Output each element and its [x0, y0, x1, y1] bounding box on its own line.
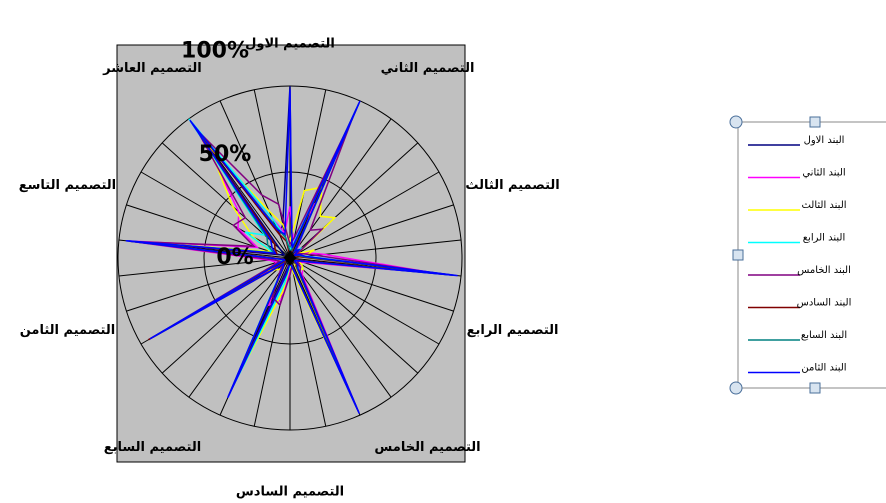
legend-label: البند الثامن — [801, 363, 846, 374]
legend-label: البند الاول — [804, 135, 845, 146]
category-label: التصميم الثامن — [20, 323, 115, 338]
spoke — [118, 257, 291, 277]
selection-handle[interactable] — [729, 381, 743, 395]
category-label: التصميم الرابع — [467, 323, 559, 338]
spoke — [161, 257, 291, 374]
category-label: التصميم الثاني — [381, 61, 475, 76]
spoke — [126, 257, 291, 312]
legend-label: البند الرابع — [803, 233, 846, 244]
spoke — [289, 257, 327, 427]
spoke — [289, 89, 327, 259]
legend-label: البند السابع — [801, 330, 847, 341]
spoke — [289, 257, 419, 374]
category-label: التصميم الاول — [245, 37, 335, 52]
legend-label: البند الثالث — [801, 200, 846, 211]
category-label: التصميم الخامس — [374, 440, 480, 455]
selection-handle[interactable] — [729, 115, 743, 129]
spoke — [289, 257, 440, 345]
center-marker — [284, 250, 296, 266]
category-label: التصميم السادس — [236, 485, 344, 500]
spoke — [126, 204, 291, 259]
y-tick-label: 50% — [199, 142, 252, 167]
selection-handle[interactable] — [732, 249, 744, 261]
legend-label: البند الخامس — [797, 265, 851, 276]
selection-handle[interactable] — [809, 382, 821, 394]
legend-label: البند الثاني — [802, 168, 845, 179]
spoke — [289, 204, 454, 259]
y-tick-label: 100% — [181, 39, 249, 64]
spoke — [289, 257, 454, 312]
selection-handle[interactable] — [809, 116, 821, 128]
spoke — [289, 118, 392, 259]
category-label: التصميم التاسع — [19, 178, 116, 193]
category-label: التصميم العاشر — [102, 61, 202, 76]
y-tick-label: 0% — [216, 245, 253, 270]
category-label: التصميم الثالث — [465, 178, 559, 193]
legend-label: البند السادس — [797, 298, 852, 309]
spoke — [140, 171, 291, 259]
category-label: التصميم السابع — [104, 440, 201, 455]
legend-box — [737, 121, 886, 389]
spoke — [289, 171, 440, 259]
spoke — [253, 89, 291, 259]
legend-frame: البند الاول البند الثاني البند الثالث البند… — [729, 115, 886, 395]
series-line — [132, 116, 441, 407]
spoke — [289, 257, 392, 398]
spoke — [188, 257, 291, 398]
